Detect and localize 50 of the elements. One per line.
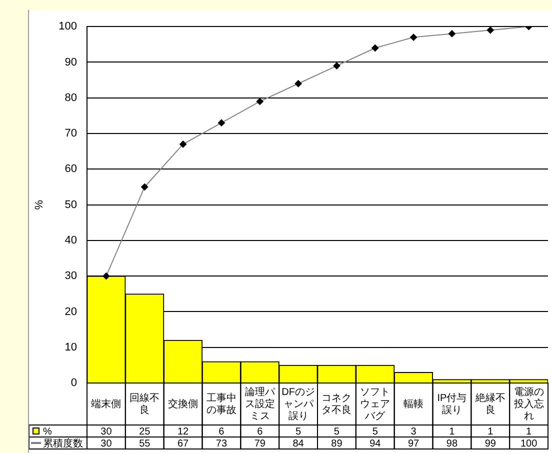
- data-label: 5: [296, 426, 302, 438]
- data-label: 99: [484, 438, 496, 450]
- x-tick-label: 論理パス設定ミス: [244, 386, 276, 422]
- x-tick-label: 電源の投入忘れ: [512, 386, 544, 422]
- data-label: 3: [410, 426, 417, 438]
- y-tick-label: 60: [64, 163, 77, 176]
- data-label: 97: [408, 438, 420, 450]
- data-label: 100: [520, 438, 538, 450]
- x-tick-label: IP付与誤り: [437, 392, 467, 416]
- data-label: 67: [177, 438, 190, 450]
- x-tick-label: 回線不良: [130, 392, 160, 416]
- y-tick-label: 90: [64, 56, 77, 68]
- data-label: 84: [292, 438, 304, 450]
- y-tick-label: 40: [64, 234, 77, 246]
- data-label: 6: [257, 426, 264, 438]
- data-label: 6: [218, 426, 225, 438]
- y-tick-label: 50: [64, 198, 77, 211]
- y-tick-label: 10: [64, 341, 77, 354]
- x-tick-label: ソフトウェアバグ: [360, 386, 390, 422]
- x-tick-label: 交換側: [168, 398, 198, 410]
- data-label: 30: [100, 426, 112, 438]
- x-tick-label: 工事中の事故: [206, 392, 236, 416]
- data-label: 94: [370, 438, 382, 450]
- y-tick-label: 20: [64, 306, 77, 318]
- data-label: 12: [177, 426, 190, 438]
- data-label: 5: [372, 426, 378, 438]
- data-label: 1: [488, 426, 494, 438]
- y-axis-title: %: [34, 200, 46, 210]
- x-tick-label: 絶縁不良: [474, 392, 506, 416]
- legend-label: %: [43, 426, 52, 438]
- data-label: 79: [254, 438, 266, 450]
- legend-label: 累積度数: [43, 437, 83, 450]
- y-tick-label: 0: [70, 377, 77, 390]
- data-label: 55: [139, 438, 151, 450]
- y-tick-label: 80: [64, 92, 77, 104]
- x-tick-label: コネクタ不良: [322, 392, 352, 416]
- data-label: 5: [334, 426, 340, 438]
- x-tick-label: 端末側: [91, 398, 122, 410]
- y-tick-label: 100: [58, 20, 77, 33]
- data-label: 73: [216, 438, 228, 450]
- data-label: 1: [526, 426, 532, 438]
- y-tick-label: 30: [64, 270, 77, 282]
- data-label: 25: [139, 426, 151, 438]
- y-tick-label: 70: [64, 128, 77, 140]
- x-tick-label: 輻輳: [404, 398, 424, 410]
- data-label: 98: [446, 438, 458, 450]
- data-label: 89: [331, 438, 343, 450]
- x-tick-label: DFのジャンパ誤り: [282, 386, 315, 422]
- data-label: 30: [100, 438, 112, 450]
- data-label: 1: [449, 426, 456, 438]
